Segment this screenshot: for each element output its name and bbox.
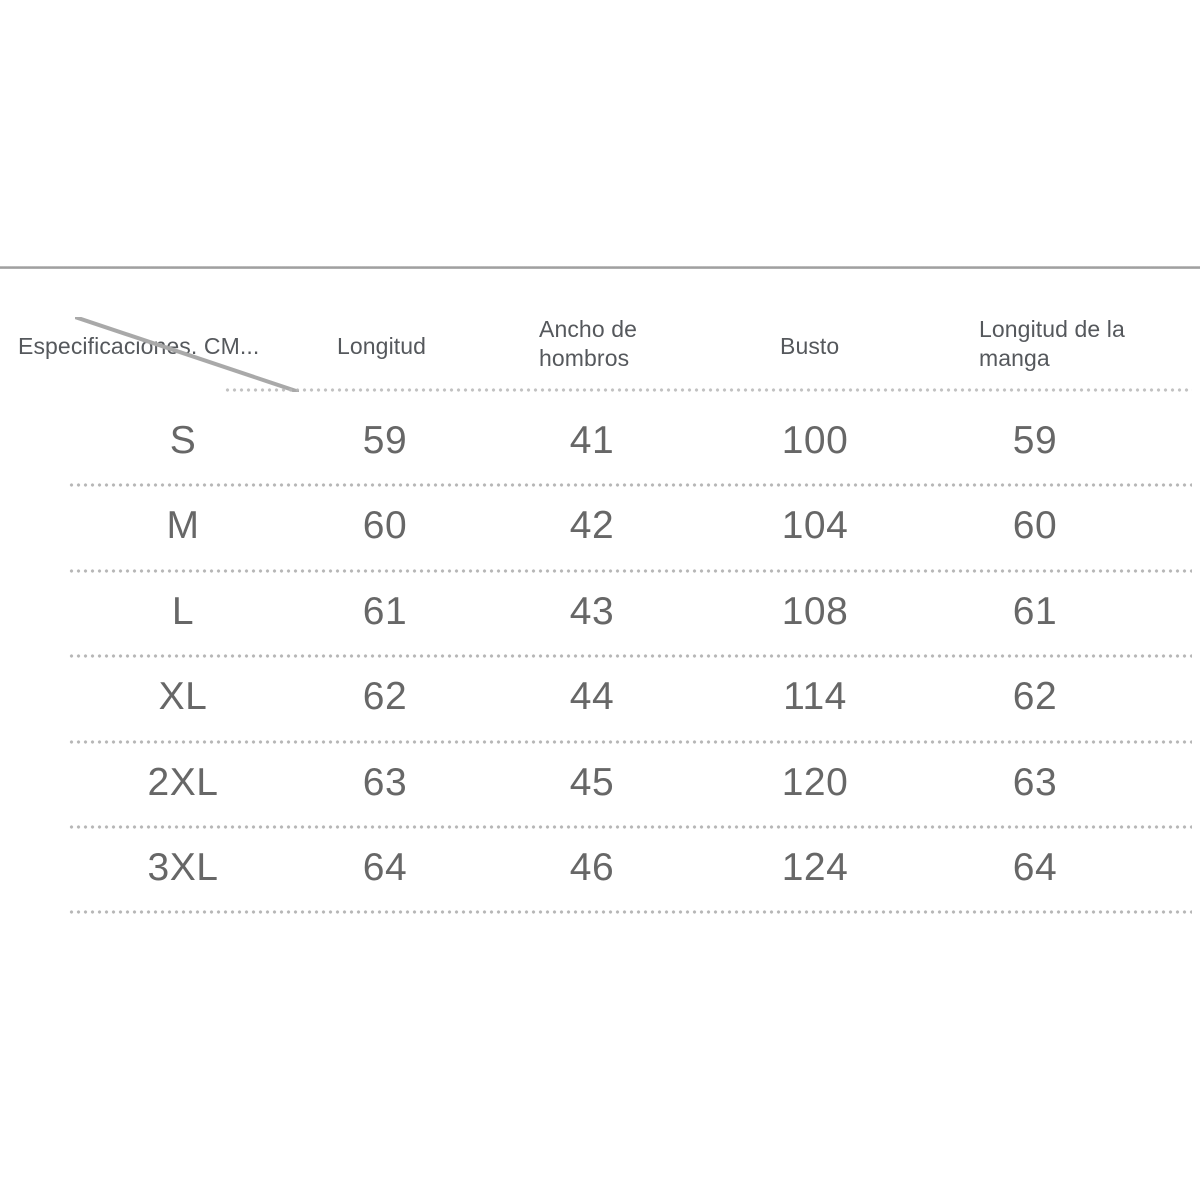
row-separator xyxy=(68,910,1192,915)
cell-shoulder-width: 43 xyxy=(569,589,615,633)
cell-sleeve-length: 61 xyxy=(1012,589,1058,633)
table-row: L 61 43 108 61 xyxy=(0,570,1200,654)
row-separator xyxy=(68,739,1192,744)
cell-size: L xyxy=(171,589,195,633)
cell-shoulder-width: 41 xyxy=(569,419,615,462)
cell-shoulder-width: 46 xyxy=(569,846,615,889)
cell-sleeve-length: 62 xyxy=(1012,675,1058,719)
column-header-specifications: Especificaciones. CM... xyxy=(18,333,260,359)
cell-bust: 114 xyxy=(783,675,847,719)
table-row: 3XL 64 46 124 64 xyxy=(0,826,1200,910)
cell-length: 62 xyxy=(362,675,408,719)
cell-shoulder-width: 44 xyxy=(569,675,615,719)
column-header-length: Longitud xyxy=(337,333,427,359)
cell-sleeve-length: 63 xyxy=(1012,760,1058,804)
cell-size: 3XL xyxy=(147,846,219,889)
table-row: XL 62 44 114 62 xyxy=(0,655,1200,739)
cell-size: M xyxy=(166,504,200,548)
cell-sleeve-length: 64 xyxy=(1012,846,1058,889)
table-header-row: Especificaciones. CM... Longitud Ancho d… xyxy=(0,272,1200,394)
cell-bust: 124 xyxy=(781,846,849,889)
cell-bust: 120 xyxy=(781,760,849,804)
cell-bust: 108 xyxy=(781,589,849,633)
table-row: M 60 42 104 60 xyxy=(0,484,1200,568)
cell-bust: 100 xyxy=(781,419,849,462)
cell-bust: 104 xyxy=(781,504,849,548)
cell-sleeve-length: 59 xyxy=(1012,419,1058,462)
table-row: 2XL 63 45 120 63 xyxy=(0,741,1200,825)
cell-length: 64 xyxy=(362,846,408,889)
cell-size: S xyxy=(169,419,197,462)
row-separator xyxy=(68,568,1192,573)
header-separator xyxy=(224,388,1192,392)
cell-length: 60 xyxy=(362,504,408,548)
column-header-bust: Busto xyxy=(780,333,840,359)
cell-size: 2XL xyxy=(147,760,219,804)
cell-shoulder-width: 42 xyxy=(569,504,615,548)
cell-size: XL xyxy=(158,675,208,719)
cell-length: 59 xyxy=(362,419,408,462)
cell-sleeve-length: 60 xyxy=(1012,504,1058,548)
column-header-sleeve-length: Longitud de la manga xyxy=(979,316,1125,371)
column-header-shoulder-width: Ancho de hombros xyxy=(539,316,637,371)
table-top-border xyxy=(0,266,1200,269)
row-separator xyxy=(68,654,1192,659)
cell-length: 61 xyxy=(362,589,408,633)
row-separator xyxy=(68,483,1192,488)
cell-shoulder-width: 45 xyxy=(569,760,615,804)
table-row: S 59 41 100 59 xyxy=(0,399,1200,483)
cell-length: 63 xyxy=(362,760,408,804)
row-separator xyxy=(68,825,1192,829)
